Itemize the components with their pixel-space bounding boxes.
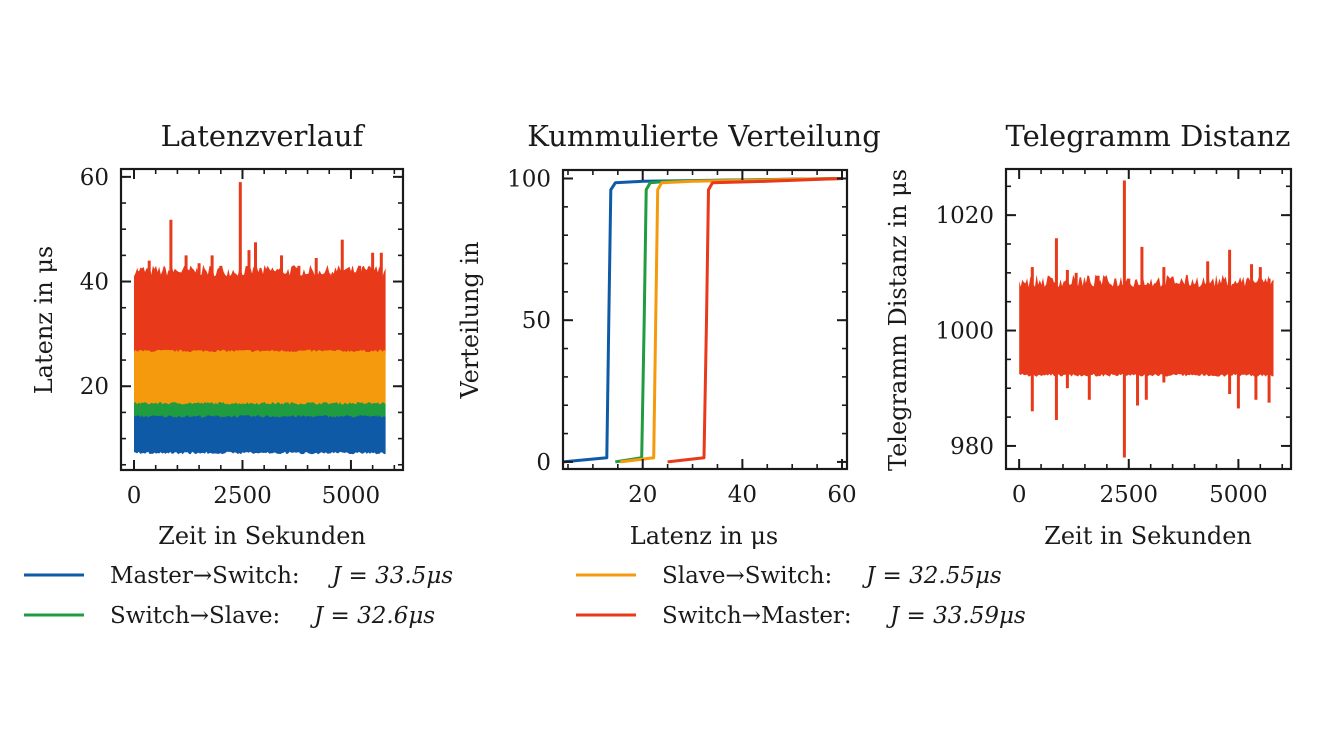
legend-formula-switch-master: J = 33.59μs xyxy=(886,603,1026,629)
x-tick-label: 0 xyxy=(1012,482,1027,508)
y-tick-label: 40 xyxy=(80,270,109,296)
y-tick-label: 1020 xyxy=(935,203,994,229)
panel-latenzverlauf: Latenzverlauf 0 2500 5000 20 40 60 Zeit in Se… xyxy=(30,119,405,550)
y-tick-label: 980 xyxy=(950,434,994,460)
y-tick-label: 100 xyxy=(507,167,551,193)
legend-formula-switch-slave: J = 32.6μs xyxy=(310,603,435,629)
cdf-line-slave-switch xyxy=(620,177,843,464)
x-tick-label: 5000 xyxy=(322,483,381,509)
panel-1-plot-area xyxy=(134,182,386,455)
panel-2-title: Kummulierte Verteilung xyxy=(527,119,881,153)
legend-formula-slave-switch: J = 32.55μs xyxy=(862,563,1002,589)
panel-1-xlabel: Zeit in Sekunden xyxy=(158,522,366,550)
panel-telegramm-distanz: Telegramm Distanz 0 2500 5000 980 1000 1020 Z… xyxy=(884,119,1293,550)
panel-3-axes: 0 2500 5000 980 1000 1020 xyxy=(935,167,1293,508)
band-switch-master xyxy=(134,264,386,355)
panel-2-xlabel: Latenz in μs xyxy=(630,522,779,550)
y-tick-label: 60 xyxy=(80,165,109,191)
legend-label-switch-slave: Switch→Slave: xyxy=(110,603,280,629)
cdf-line-switch-slave xyxy=(615,177,843,464)
cdf-line-master-switch xyxy=(562,177,843,464)
panel-3-xlabel: Zeit in Sekunden xyxy=(1044,522,1252,550)
legend-label-switch-master: Switch→Master: xyxy=(662,603,852,629)
x-tick-label: 2500 xyxy=(213,483,272,509)
x-tick-label: 0 xyxy=(127,483,142,509)
legend-label-slave-switch: Slave→Switch: xyxy=(662,563,832,589)
legend-item-master-switch: Master→Switch: J = 33.5μs xyxy=(24,563,453,589)
band-switch-slave xyxy=(134,402,386,421)
panel-2-axes: 20 40 60 0 50 100 xyxy=(507,167,857,508)
band-switch-master xyxy=(1019,274,1274,377)
x-tick-label: 5000 xyxy=(1209,482,1268,508)
axes-frame xyxy=(1004,167,1293,471)
panel-3-plot-area xyxy=(1019,180,1274,458)
y-tick-label: 50 xyxy=(522,308,551,334)
panel-3-title: Telegramm Distanz xyxy=(1006,119,1291,153)
legend-label-master-switch: Master→Switch: xyxy=(110,563,300,589)
band-master-switch xyxy=(134,415,386,455)
panel-kummulierte-verteilung: Kummulierte Verteilung 20 40 60 0 50 100 Late… xyxy=(456,119,881,550)
legend: Master→Switch: J = 33.5μs Slave→Switch: … xyxy=(24,563,1026,629)
x-tick-label: 60 xyxy=(827,482,856,508)
panel-2-ylabel: Verteilung in xyxy=(456,241,484,399)
cdf-line-switch-master xyxy=(667,177,843,464)
panel-1-axes: 0 2500 5000 20 40 60 xyxy=(80,165,405,509)
y-tick-label: 0 xyxy=(536,450,551,476)
legend-item-switch-slave: Switch→Slave: J = 32.6μs xyxy=(24,603,435,629)
legend-item-slave-switch: Slave→Switch: J = 32.55μs xyxy=(576,563,1002,589)
band-slave-switch xyxy=(134,349,386,408)
legend-formula-master-switch: J = 33.5μs xyxy=(328,563,453,589)
legend-item-switch-master: Switch→Master: J = 33.59μs xyxy=(576,603,1026,629)
panel-3-ylabel: Telegramm Distanz in μs xyxy=(884,169,912,471)
x-tick-label: 20 xyxy=(628,482,657,508)
x-tick-label: 40 xyxy=(728,482,757,508)
panel-1-ylabel: Latenz in μs xyxy=(30,246,58,395)
panel-1-title: Latenzverlauf xyxy=(161,119,366,153)
axes-frame xyxy=(119,167,405,472)
y-tick-label: 20 xyxy=(80,374,109,400)
x-tick-label: 2500 xyxy=(1099,482,1158,508)
y-tick-label: 1000 xyxy=(935,319,994,345)
panel-2-plot-area xyxy=(562,177,843,464)
